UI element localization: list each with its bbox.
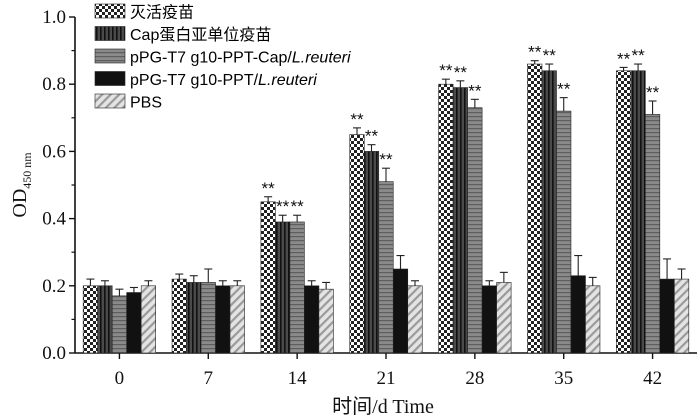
bar-series-2-day-0 <box>97 285 113 354</box>
bars-layer: ******** ********** ******** ** ** <box>82 43 690 354</box>
significance-mark: ** <box>454 63 468 82</box>
bar-series-5-day-35 <box>585 285 601 354</box>
significance-mark: ** <box>379 150 393 169</box>
bar-series-4-day-14 <box>304 285 320 354</box>
bar-series-1-day-42 <box>616 70 632 354</box>
bar-series-4-day-0 <box>126 292 142 354</box>
significance-mark: ** <box>631 46 645 65</box>
significance-mark: ** <box>276 197 290 216</box>
significance-mark: ** <box>439 61 453 80</box>
bar-series-4-day-35 <box>570 275 586 354</box>
legend-label-2: Cap蛋白亚单位疫苗 <box>130 26 271 44</box>
x-tick-label: 14 <box>288 368 308 389</box>
legend-swatch-4 <box>94 71 126 86</box>
legend-swatch-1 <box>94 3 126 19</box>
y-tick-label: 1.0 <box>42 7 66 28</box>
y-tick-label: 0.8 <box>42 74 66 95</box>
y-tick-label: 0.6 <box>42 141 66 162</box>
bar-series-5-day-7 <box>229 285 245 354</box>
bar-series-2-day-28 <box>452 87 468 354</box>
y-tick-label: 0.0 <box>42 343 66 364</box>
bar-series-1-day-21 <box>349 134 365 354</box>
bar-series-3-day-21 <box>378 181 394 354</box>
bar-series-4-day-21 <box>392 268 409 354</box>
bar-series-2-day-35 <box>541 70 557 354</box>
significance-mark: ** <box>543 46 557 65</box>
x-tick-label: 28 <box>465 368 484 389</box>
x-tick-label: 42 <box>643 368 662 389</box>
bar-series-2-day-14 <box>275 221 291 354</box>
bar-series-3-day-14 <box>289 221 305 354</box>
x-axis-title: 时间/d Time <box>332 395 434 418</box>
bar-series-5-day-14 <box>318 288 334 354</box>
significance-mark: ** <box>528 43 542 62</box>
legend-label-1: 灭活疫苗 <box>130 4 194 22</box>
significance-mark: ** <box>350 110 364 129</box>
y-tick-label: 0.4 <box>42 209 66 230</box>
bar-series-4-day-28 <box>481 285 497 354</box>
bar-series-1-day-14 <box>260 201 276 354</box>
significance-mark: ** <box>291 197 305 216</box>
legend-swatch-3 <box>94 48 126 64</box>
bar-series-5-day-21 <box>407 285 423 354</box>
bar-series-3-day-42 <box>645 114 661 354</box>
x-tick-label: 0 <box>115 368 125 389</box>
bar-series-1-day-7 <box>171 278 187 354</box>
x-tick-label: 35 <box>554 368 573 389</box>
bar-series-4-day-42 <box>659 278 675 354</box>
legend-swatch-5 <box>94 93 126 109</box>
x-tick-label: 7 <box>204 368 214 389</box>
y-axis-title: OD450 nm <box>9 152 34 218</box>
significance-mark: ** <box>646 83 660 102</box>
bar-series-2-day-21 <box>363 151 380 354</box>
bar-series-1-day-0 <box>82 285 98 354</box>
legend-label-3: pPG-T7 g10-PPT-Cap/L.reuteri <box>130 50 351 67</box>
bar-series-3-day-28 <box>467 107 483 354</box>
significance-mark: ** <box>262 179 276 198</box>
significance-mark: ** <box>365 127 379 146</box>
bar-series-3-day-7 <box>200 282 216 354</box>
bar-series-4-day-7 <box>215 285 231 354</box>
legend: 灭活疫苗 Cap蛋白亚单位疫苗 pPG-T7 g10-PPT-Cap/L.reute… <box>94 3 351 112</box>
significance-mark: ** <box>617 49 631 68</box>
bar-series-3-day-35 <box>556 110 572 354</box>
bar-series-5-day-28 <box>496 282 512 354</box>
bar-series-3-day-0 <box>111 295 127 354</box>
bar-series-2-day-42 <box>630 70 646 354</box>
significance-mark: ** <box>557 80 571 99</box>
significance-mark: ** <box>468 81 482 100</box>
y-tick-label: 0.2 <box>42 276 66 297</box>
bar-series-5-day-42 <box>674 278 690 354</box>
bar-series-5-day-0 <box>140 285 156 354</box>
bar-series-1-day-28 <box>438 83 454 354</box>
legend-label-5: PBS <box>130 95 162 112</box>
x-tick-label: 21 <box>377 368 396 389</box>
bar-series-1-day-35 <box>527 63 543 354</box>
legend-swatch-2 <box>94 26 126 41</box>
legend-label-4: pPG-T7 g10-PPT/L.reuteri <box>130 72 317 89</box>
bar-series-2-day-7 <box>186 282 202 354</box>
